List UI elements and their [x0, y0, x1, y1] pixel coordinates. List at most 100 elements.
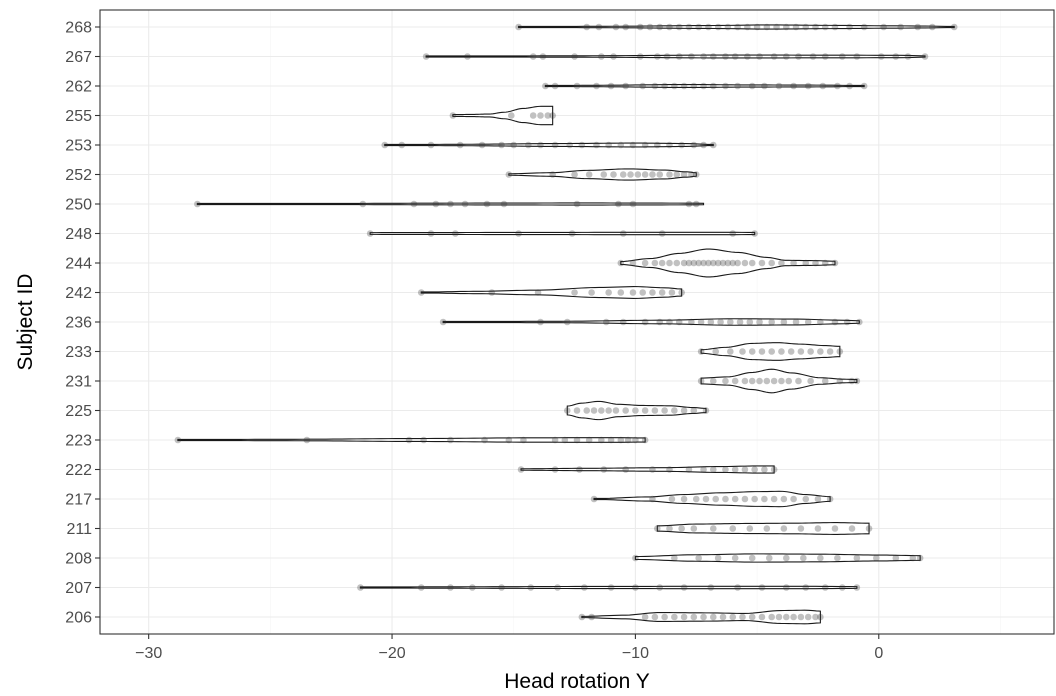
- data-point-267: [770, 53, 778, 60]
- data-point-211: [780, 525, 788, 532]
- data-point-244: [802, 259, 810, 267]
- data-point-233: [836, 348, 844, 355]
- data-point-217: [761, 495, 768, 503]
- y-tick-label: 222: [65, 462, 92, 479]
- y-tick-label: 253: [65, 138, 92, 155]
- data-point-233: [748, 348, 756, 355]
- data-point-253: [629, 141, 637, 149]
- data-point-233: [697, 348, 705, 355]
- data-point-255: [529, 112, 537, 119]
- data-point-217: [741, 495, 749, 503]
- data-point-250: [432, 200, 440, 208]
- data-point-267: [731, 53, 739, 60]
- data-point-252: [641, 171, 649, 178]
- violin-253: [384, 142, 714, 148]
- data-point-206: [758, 613, 766, 621]
- data-point-223: [551, 436, 559, 444]
- data-point-242: [639, 289, 647, 296]
- data-point-211: [814, 525, 822, 532]
- data-point-207: [469, 584, 476, 591]
- data-point-268: [792, 23, 800, 31]
- data-point-236: [843, 318, 851, 326]
- data-point-268: [675, 23, 683, 31]
- data-point-211: [763, 525, 771, 532]
- data-point-206: [797, 613, 805, 621]
- data-point-262: [551, 82, 559, 90]
- data-point-211: [865, 525, 873, 532]
- data-point-206: [812, 613, 819, 621]
- data-point-262: [639, 82, 647, 90]
- data-point-206: [719, 613, 727, 621]
- data-point-267: [795, 53, 802, 60]
- data-point-268: [812, 23, 819, 31]
- data-point-252: [649, 171, 656, 178]
- data-point-248: [452, 230, 459, 237]
- data-point-252: [619, 171, 627, 178]
- data-point-236: [856, 318, 863, 326]
- data-point-206: [671, 613, 678, 621]
- data-point-244: [790, 259, 797, 267]
- data-point-242: [605, 289, 612, 296]
- data-point-223: [405, 436, 413, 444]
- data-point-244: [685, 259, 693, 267]
- data-point-267: [838, 53, 846, 60]
- data-point-211: [654, 525, 661, 532]
- data-point-267: [809, 53, 817, 60]
- violin-231: [700, 368, 858, 394]
- violin-262: [544, 83, 865, 89]
- data-point-225: [632, 407, 639, 414]
- data-point-231: [756, 377, 763, 385]
- data-point-208: [909, 554, 917, 562]
- data-point-262: [860, 82, 868, 90]
- data-point-217: [590, 495, 598, 503]
- data-point-244: [641, 259, 649, 267]
- data-point-250: [573, 200, 581, 208]
- data-point-236: [804, 318, 812, 326]
- data-point-231: [709, 377, 717, 385]
- data-point-268: [914, 23, 922, 31]
- data-point-206: [641, 613, 649, 621]
- data-point-236: [688, 318, 695, 326]
- point-layer: [174, 23, 958, 621]
- data-point-233: [797, 348, 805, 355]
- data-point-252: [571, 171, 578, 178]
- data-point-231: [763, 377, 771, 385]
- data-point-267: [709, 53, 717, 60]
- data-point-222: [600, 466, 608, 473]
- violin-layer: [177, 24, 955, 625]
- data-point-255: [549, 112, 556, 119]
- data-point-268: [897, 23, 904, 31]
- data-point-231: [697, 377, 705, 385]
- data-point-250: [692, 200, 700, 208]
- data-point-233: [817, 348, 824, 355]
- data-point-207: [607, 584, 615, 591]
- violin-207: [359, 585, 858, 590]
- data-point-244: [700, 259, 707, 267]
- data-point-236: [439, 318, 447, 326]
- data-point-225: [598, 407, 605, 414]
- data-point-223: [505, 436, 513, 444]
- data-point-211: [729, 525, 737, 532]
- data-point-222: [722, 466, 729, 473]
- data-point-236: [756, 318, 763, 326]
- data-point-225: [690, 407, 698, 414]
- data-point-206: [782, 613, 790, 621]
- data-point-262: [593, 82, 600, 90]
- data-point-268: [929, 23, 936, 31]
- data-point-262: [542, 82, 549, 90]
- data-point-222: [622, 466, 629, 473]
- data-point-267: [892, 53, 900, 60]
- data-point-236: [780, 318, 788, 326]
- data-point-248: [619, 230, 627, 237]
- data-point-217: [649, 495, 656, 503]
- data-point-208: [695, 554, 702, 562]
- data-point-233: [807, 348, 814, 355]
- data-point-206: [729, 613, 737, 621]
- data-point-250: [359, 200, 367, 208]
- data-point-225: [612, 407, 620, 414]
- data-point-208: [714, 554, 722, 562]
- violin-233: [700, 342, 841, 361]
- data-point-207: [581, 584, 588, 591]
- data-point-207: [838, 584, 846, 591]
